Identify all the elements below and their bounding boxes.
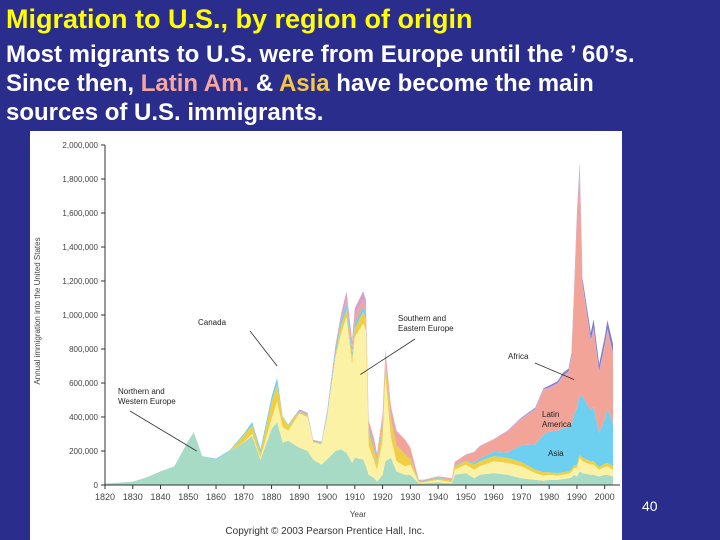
y-tick-label: 800,000	[69, 345, 98, 354]
x-tick-label: 1970	[511, 492, 531, 502]
annotation-label-southern-and: Southern and	[398, 314, 446, 323]
x-tick-label: 2000	[595, 492, 615, 502]
x-tick-label: 1880	[262, 492, 282, 502]
body-line-1: Most migrants to U.S. were from Europe u…	[6, 41, 635, 68]
x-tick-label: 1960	[484, 492, 504, 502]
body-line-2-mid: &	[249, 70, 279, 97]
x-tick-label: 1830	[123, 492, 143, 502]
x-tick-label: 1920	[373, 492, 393, 502]
copyright-text: Copyright © 2003 Pearson Prentice Hall, …	[225, 526, 424, 537]
x-tick-label: 1860	[206, 492, 226, 502]
y-tick-label: 1,000,000	[62, 311, 98, 320]
annotation-label-africa: Africa	[508, 352, 529, 361]
x-tick-label: 1930	[400, 492, 420, 502]
x-tick-label: 1990	[567, 492, 587, 502]
x-tick-label: 1950	[456, 492, 476, 502]
y-tick-label: 2,000,000	[62, 141, 98, 150]
body-line-2: Since then, Latin Am. & Asia have become…	[6, 69, 714, 98]
chart-svg: 0 200,000 400,000 600,000 800,000 1,000,000 1,…	[33, 141, 620, 537]
annotation-leader-southern-and	[360, 338, 416, 375]
body-line-3: sources of U.S. immigrants.	[6, 99, 324, 126]
annotation-leader-northern-and	[129, 410, 197, 452]
x-tick-label: 1850	[178, 492, 198, 502]
annotation-leader-canada	[249, 330, 278, 367]
chart-areas	[105, 163, 613, 485]
y-tick-label: 1,800,000	[62, 175, 98, 184]
annotation-label-latin-line2: America	[542, 420, 572, 429]
y-tick-label: 1,400,000	[62, 243, 98, 252]
x-tick-label: 1840	[151, 492, 171, 502]
series-area-asia	[105, 303, 613, 484]
x-axis-label: Year	[350, 510, 367, 519]
immigration-chart: 0 200,000 400,000 600,000 800,000 1,000,000 1,…	[30, 131, 622, 540]
slide-title: Migration to U.S., by region of origin	[6, 4, 473, 34]
x-tick-label: 1870	[234, 492, 254, 502]
annotation-label-asia: Asia	[548, 449, 564, 458]
y-tick-label: 1,600,000	[62, 209, 98, 218]
x-tick-label: 1980	[539, 492, 559, 502]
y-tick-label: 1,200,000	[62, 277, 98, 286]
x-tick-label: 1910	[345, 492, 365, 502]
y-tick-label: 200,000	[69, 447, 98, 456]
x-tick-label: 1940	[428, 492, 448, 502]
annotation-label-northern-and: Northern and	[118, 387, 165, 396]
y-axis-label: Annual immigration into the United State…	[33, 237, 42, 384]
slide-body: Most migrants to U.S. were from Europe u…	[6, 40, 714, 127]
body-line-2-pre: Since then,	[6, 70, 141, 97]
y-tick-label: 600,000	[69, 379, 98, 388]
annotation-label-canada: Canada	[198, 318, 227, 327]
series-area-northern-and-western-europe	[105, 422, 613, 485]
x-ticks: 1820 1830 1840 1850 1860 1870 1880 1890 1900 1910…	[95, 485, 615, 502]
annotation-label-latin: Latin	[542, 410, 559, 419]
annotation-label-southern-and-line2: Eastern Europe	[398, 324, 454, 333]
slide-number: 40	[642, 498, 658, 514]
latin-america-highlight: Latin Am.	[140, 70, 250, 97]
series-area-southern-and-eastern-europe	[105, 316, 613, 484]
asia-highlight: Asia	[278, 70, 330, 97]
body-line-2-post: have become the main	[329, 70, 594, 97]
y-tick-label: 400,000	[69, 413, 98, 422]
annotation-leader-africa	[534, 362, 575, 380]
x-tick-label: 1900	[317, 492, 337, 502]
y-ticks: 0 200,000 400,000 600,000 800,000 1,000,000 1,…	[62, 141, 105, 490]
x-tick-label: 1820	[95, 492, 115, 502]
annotation-label-northern-and-line2: Western Europe	[118, 397, 176, 406]
y-tick-label: 0	[94, 481, 99, 490]
x-tick-label: 1890	[289, 492, 309, 502]
